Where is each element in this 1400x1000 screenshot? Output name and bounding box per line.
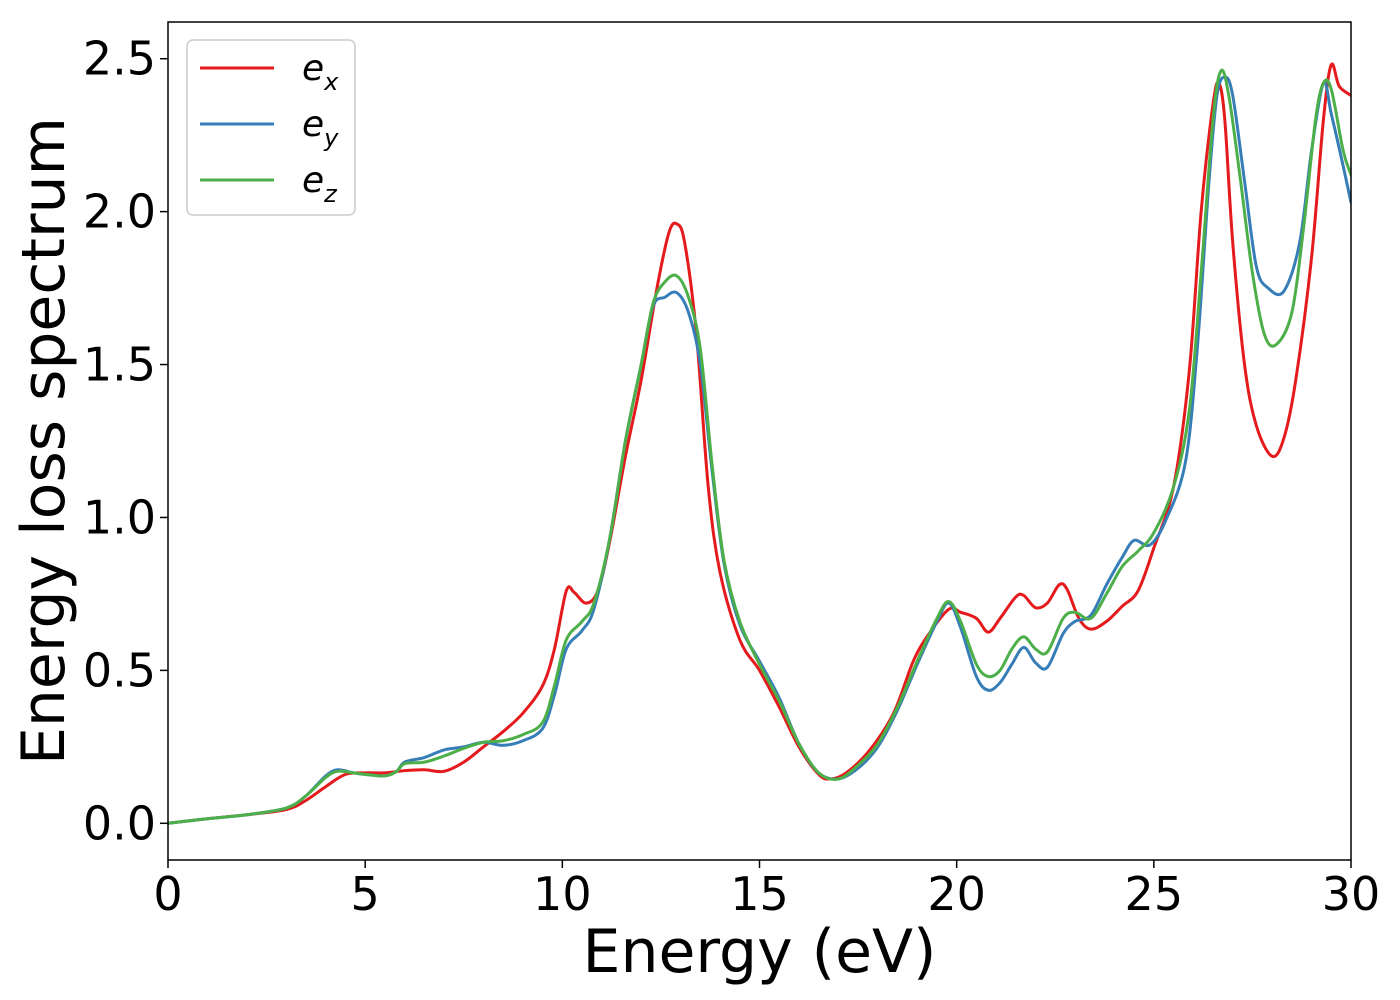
x-axis: 0 5 10 15 20 25 30	[153, 860, 1380, 921]
x-tick-label: 15	[730, 867, 789, 921]
x-tick-label: 10	[533, 867, 592, 921]
x-tick-label: 5	[351, 867, 380, 921]
legend: ex ey ez	[186, 39, 356, 216]
y-tick-label: 2.0	[83, 185, 156, 239]
legend-box	[186, 39, 356, 216]
y-tick-label: 1.5	[83, 338, 156, 392]
legend-label: ey	[302, 104, 339, 152]
series-line-z	[168, 68, 1351, 825]
x-tick-label: 0	[153, 867, 182, 921]
legend-item-y: ey	[200, 104, 339, 152]
y-tick-label: 0.5	[83, 643, 156, 697]
y-tick-label: 2.5	[83, 32, 156, 86]
x-axis-label: Energy (eV)	[583, 917, 937, 987]
legend-item-z: ez	[200, 160, 338, 208]
x-tick-label: 20	[927, 867, 986, 921]
legend-label: ez	[302, 160, 338, 208]
y-axis-label: Energy loss spectrum	[9, 117, 79, 765]
x-tick-label: 25	[1125, 867, 1184, 921]
legend-label: ex	[302, 48, 339, 96]
y-axis: 0.0 0.5 1.0 1.5 2.0 2.5	[83, 32, 168, 850]
x-tick-label: 30	[1322, 867, 1381, 921]
legend-item-x: ex	[200, 48, 339, 96]
y-tick-label: 0.0	[83, 796, 156, 850]
y-tick-label: 1.0	[83, 490, 156, 544]
series-layer	[168, 62, 1351, 825]
